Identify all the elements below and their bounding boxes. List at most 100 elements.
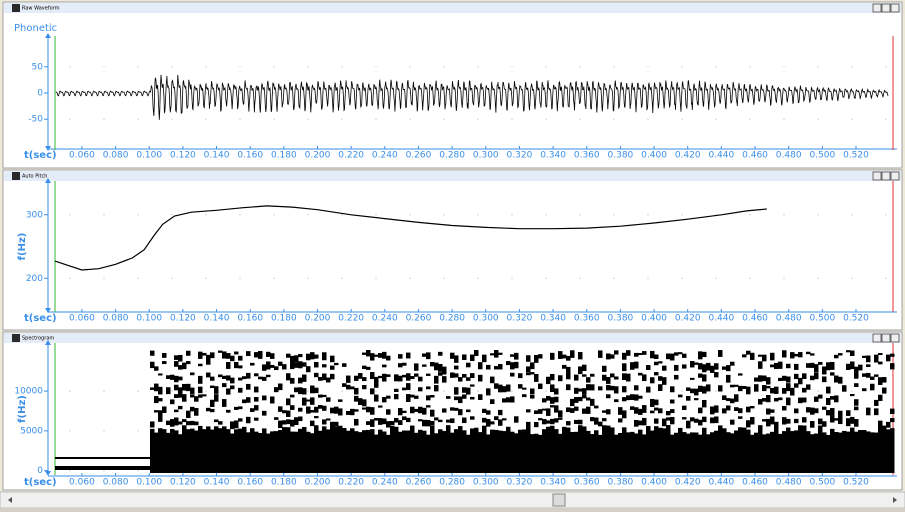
spectrogram-cell: [418, 377, 423, 382]
spectrogram-cell: [226, 362, 231, 369]
spectrogram-cell: [302, 427, 307, 473]
grid-dot: [103, 66, 104, 67]
spectrogram-cell: [654, 408, 659, 411]
spectrogram-cell: [698, 386, 703, 392]
spectrogram-cell: [246, 417, 251, 423]
grid-dot: [511, 119, 512, 120]
window-button[interactable]: [891, 334, 899, 342]
spectrogram-cell: [190, 372, 195, 375]
spectrogram-cell: [550, 426, 555, 473]
window-button[interactable]: [891, 172, 899, 180]
grid-dot: [477, 278, 478, 279]
spectrogram-cell: [302, 398, 307, 406]
spectrogram-cell: [314, 416, 319, 418]
spectrogram-cell: [226, 353, 231, 359]
spectrogram-cell: [498, 419, 503, 425]
window-button[interactable]: [882, 172, 890, 180]
spectrogram-cell: [722, 408, 727, 413]
panel-title: Raw Waveform: [22, 6, 60, 12]
grid-dot: [511, 430, 512, 431]
grid-dot: [341, 391, 342, 392]
y-tick-label: -50: [28, 115, 43, 125]
spectrogram-cell: [450, 433, 455, 473]
window-button[interactable]: [882, 334, 890, 342]
spectrogram-cell: [526, 355, 531, 362]
spectrogram-cell: [190, 421, 195, 425]
spectrogram-cell: [530, 362, 535, 369]
window-button[interactable]: [882, 4, 890, 12]
spectrogram-cell: [754, 378, 759, 382]
x-tick-label: 0.220: [338, 314, 364, 324]
window-button[interactable]: [873, 172, 881, 180]
spectrogram-cell: [786, 398, 791, 406]
spectrogram-cell: [482, 355, 487, 363]
spectrogram-cell: [502, 431, 507, 473]
grid-dot: [69, 430, 70, 431]
spectrogram-cell: [606, 426, 611, 473]
scroll-thumb[interactable]: [553, 494, 565, 506]
spectrogram-cell: [170, 399, 175, 404]
grid-dot: [375, 214, 376, 215]
scrollbar[interactable]: [0, 492, 905, 508]
grid-dot: [273, 119, 274, 120]
spectrogram-cell: [378, 418, 383, 425]
spectrogram-cell: [826, 387, 831, 394]
spectrogram-cell: [294, 363, 299, 368]
spectrogram-cell: [386, 435, 391, 473]
spectrogram-cell: [698, 374, 703, 378]
spectrogram-cell: [818, 425, 823, 473]
spectrogram-cell: [414, 396, 419, 399]
spectrogram-cell: [586, 398, 591, 401]
spectrogram-cell: [326, 418, 331, 420]
spectrogram-cell: [414, 373, 419, 376]
spectrogram-cell: [382, 418, 387, 424]
grid-dot: [715, 391, 716, 392]
spectrogram-cell: [850, 428, 855, 473]
spectrogram-cell: [634, 385, 639, 390]
spectrogram-cell: [226, 429, 231, 473]
spectrogram-cell: [798, 378, 803, 384]
x-tick-label: 0.120: [170, 478, 196, 488]
grid-dot: [579, 278, 580, 279]
spectrogram-cell: [374, 377, 379, 384]
window-button[interactable]: [873, 4, 881, 12]
spectrogram-cell: [454, 429, 459, 473]
spectrogram-cell: [386, 396, 391, 399]
grid-dot: [443, 119, 444, 120]
grid-dot: [205, 391, 206, 392]
window-button[interactable]: [873, 334, 881, 342]
spectrogram-cell: [426, 395, 431, 400]
spectrogram-cell: [454, 366, 459, 370]
spectrogram-cell: [762, 385, 767, 391]
spectrogram-cell: [158, 416, 163, 422]
x-tick-label: 0.340: [540, 151, 566, 161]
spectrogram-cell: [762, 355, 767, 362]
spectrogram-cell: [310, 410, 315, 413]
spectrogram-cell: [526, 373, 531, 376]
spectrogram-cell: [366, 430, 371, 473]
spectrogram-cell: [578, 389, 583, 392]
spectrogram-cell: [762, 398, 767, 402]
grid-dot: [239, 119, 240, 120]
spectrogram-cell: [254, 418, 259, 421]
spectrogram-cell: [426, 405, 431, 407]
spectrogram-cell: [374, 384, 379, 388]
spectrogram-cell: [702, 364, 707, 372]
spectrogram-cell: [750, 417, 755, 424]
spectrogram-cell: [178, 365, 183, 370]
grid-dot: [137, 119, 138, 120]
spectrogram-cell: [622, 373, 627, 380]
y-tick-label: 300: [26, 210, 43, 220]
spectrogram-cell: [210, 400, 215, 407]
spectrogram-cell: [422, 431, 427, 473]
grid-dot: [477, 391, 478, 392]
spectrogram-cell: [434, 417, 439, 420]
grid-dot: [783, 119, 784, 120]
spectrogram-cell: [174, 361, 179, 367]
title-icon: [12, 334, 20, 342]
spectrogram-cell: [842, 385, 847, 391]
spectrogram-cell: [570, 350, 575, 358]
grid-dot: [443, 66, 444, 67]
window-button[interactable]: [891, 4, 899, 12]
spectrogram-cell: [358, 398, 363, 405]
